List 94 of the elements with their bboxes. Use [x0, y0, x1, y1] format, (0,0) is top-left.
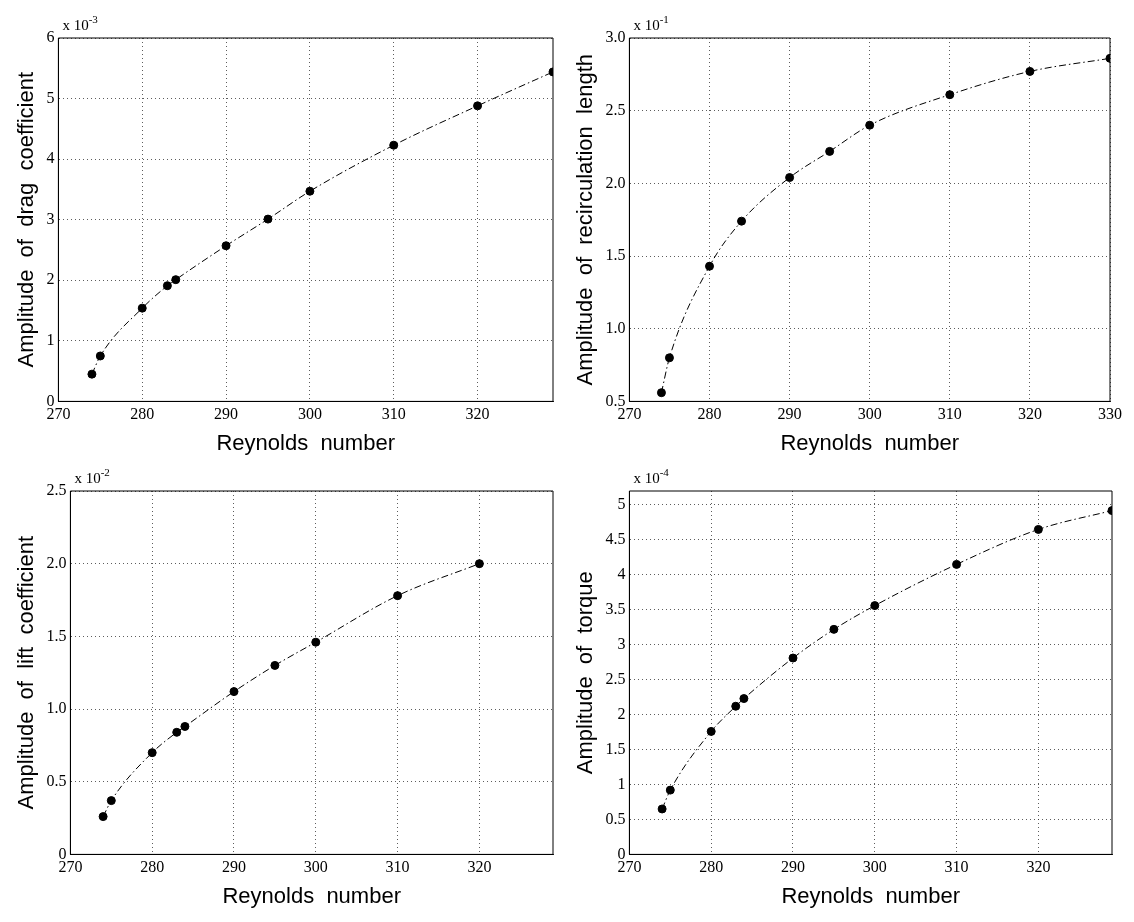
y-tick-label: 1.0: [46, 699, 67, 717]
point: [657, 804, 667, 814]
y-tick-label: 2.0: [605, 173, 626, 191]
x-tick-label: 320: [467, 858, 492, 876]
x-tick-label: 320: [1017, 405, 1042, 423]
y-axis-title: Amplitude of torque: [572, 571, 598, 775]
y-tick-label: 2.5: [605, 100, 626, 118]
point: [865, 120, 875, 130]
y-tick-label: 5: [46, 88, 55, 106]
x-tick-label: 280: [699, 858, 724, 876]
point: [739, 694, 749, 704]
point: [162, 281, 172, 291]
point: [270, 660, 280, 670]
point: [788, 653, 798, 663]
point: [98, 812, 108, 822]
point: [952, 559, 962, 569]
point: [731, 701, 741, 711]
y-tick-label: 6: [46, 28, 55, 46]
x-tick-label: 280: [130, 405, 155, 423]
point: [1033, 524, 1043, 534]
y-tick-label: 3: [46, 209, 55, 227]
y-tick-label: 3.5: [605, 600, 626, 618]
point: [825, 146, 835, 156]
y-tick-label: 1.0: [605, 318, 626, 336]
y-tick-label: 1.5: [605, 246, 626, 264]
point: [229, 687, 239, 697]
point: [737, 216, 747, 226]
x-axis-title: Reynolds number: [781, 882, 960, 908]
point: [221, 241, 231, 251]
x-tick-label: 280: [140, 858, 165, 876]
point: [171, 275, 181, 285]
x-tick-label: 290: [214, 405, 239, 423]
point: [1025, 66, 1035, 76]
y-tick-label: 0.5: [605, 809, 626, 827]
x-tick-label: 290: [777, 405, 802, 423]
x-tick-label: 310: [944, 858, 969, 876]
point: [311, 637, 321, 647]
point: [106, 796, 116, 806]
point: [656, 388, 666, 398]
point: [474, 559, 484, 569]
point: [305, 186, 315, 196]
y-tick-label: 2.5: [605, 669, 626, 687]
y-tick-label: 2: [46, 270, 55, 288]
x-tick-label: 320: [465, 405, 490, 423]
y-tick-label: 4: [46, 149, 55, 167]
x-tick-label: 310: [381, 405, 406, 423]
y-tick-label: 3.0: [605, 28, 626, 46]
point: [137, 303, 147, 313]
point: [87, 369, 97, 379]
point: [785, 173, 795, 183]
x-axis-title: Reynolds number: [216, 429, 395, 455]
point: [389, 140, 399, 150]
y-tick-label: 3: [617, 634, 626, 652]
y-tick-label: 4.5: [605, 530, 626, 548]
y-tick-label: 1.5: [46, 626, 67, 644]
x-tick-label: 330: [1098, 405, 1122, 423]
y-axis-title: Amplitude of recirculation length: [572, 54, 598, 386]
y-axis-title: Amplitude of drag coefficient: [13, 71, 39, 368]
y-tick-label: 0.5: [46, 771, 67, 789]
point: [945, 90, 955, 100]
x-tick-label: 300: [297, 405, 322, 423]
point: [829, 624, 839, 634]
x-tick-label: 290: [221, 858, 246, 876]
y-tick-label: 1: [617, 774, 626, 792]
y-tick-label: 1.5: [605, 739, 626, 757]
x-tick-label: 310: [937, 405, 962, 423]
x-tick-label: 310: [385, 858, 410, 876]
x-tick-label: 290: [780, 858, 805, 876]
y-tick-label: 5: [617, 495, 626, 513]
point: [180, 721, 190, 731]
point: [263, 214, 273, 224]
y-tick-label: 2: [617, 704, 626, 722]
point: [147, 748, 157, 758]
y-tick-label: 2.5: [46, 481, 67, 499]
x-tick-label: 320: [1026, 858, 1051, 876]
x-tick-label: 300: [303, 858, 328, 876]
point: [172, 727, 182, 737]
point: [870, 601, 880, 611]
x-axis-title: Reynolds number: [222, 882, 401, 908]
point: [705, 261, 714, 271]
x-axis-title: Reynolds number: [780, 429, 959, 455]
x-tick-label: 280: [697, 405, 722, 423]
point: [393, 591, 403, 601]
y-axis-title: Amplitude of lift coefficient: [13, 535, 39, 810]
y-tick-label: 4: [617, 565, 626, 583]
point: [665, 785, 675, 795]
y-tick-label: 2.0: [46, 553, 67, 571]
y-tick-label: 1: [46, 331, 55, 349]
point: [473, 101, 483, 111]
x-tick-label: 300: [862, 858, 887, 876]
point: [706, 726, 716, 736]
point: [95, 351, 105, 361]
x-tick-label: 300: [857, 405, 882, 423]
point: [664, 353, 674, 363]
